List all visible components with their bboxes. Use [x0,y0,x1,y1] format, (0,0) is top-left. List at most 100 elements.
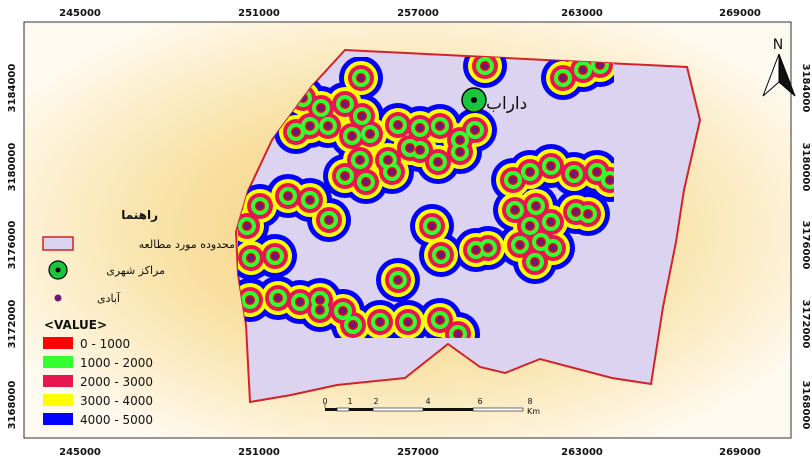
village-point [484,244,492,252]
y-tick-right: 3172000 [800,300,811,349]
village-point [437,251,445,259]
x-axis-bottom: 245000 251000 257000 263000 269000 [59,447,761,458]
north-label: N [773,37,783,53]
legend-class-label: 0 - 1000 [80,337,130,351]
scale-unit: Km [527,407,540,416]
village-point [394,121,402,129]
village-point [247,254,255,262]
legend-item-study-area: محدوده مورد مطالعه [139,238,235,251]
village-point [579,66,587,74]
legend-village-swatch [54,294,62,302]
village-point [339,307,347,315]
village-point [341,100,349,108]
legend-class-swatch [43,337,73,349]
scale-bar: 0 1 2 4 6 8 Km [322,397,540,416]
village-point [274,294,282,302]
scale-label: 6 [477,397,482,406]
village-point [606,176,614,184]
legend-class-swatch [43,356,73,368]
legend-class-label: 1000 - 2000 [80,356,153,370]
village-point [317,104,325,112]
y-axis-right: 3184000 3180000 3176000 3172000 3168000 [800,64,811,430]
village-point [341,172,349,180]
village-point [570,170,578,178]
x-tick-top: 257000 [397,8,439,19]
scale-label: 1 [347,397,352,406]
village-point [324,122,332,130]
village-point [362,178,370,186]
scale-label: 4 [425,397,430,406]
village-point [526,168,534,176]
y-tick-left: 3180000 [7,143,18,192]
village-point [384,156,392,164]
village-point [547,162,555,170]
village-point [366,130,374,138]
village-point [547,218,555,226]
village-point [559,74,567,82]
village-point [376,318,384,326]
village-point [481,62,489,70]
y-tick-right: 3168000 [800,381,811,430]
village-point [406,144,414,152]
legend-class-label: 2000 - 3000 [80,375,153,389]
village-point [271,252,279,260]
urban-center-marker [461,87,487,113]
village-point [471,126,479,134]
legend-item-urban-center: مراکز شهری [106,264,165,277]
village-point [537,238,545,246]
y-axis-left: 3184000 3180000 3176000 3172000 3168000 [7,64,18,430]
village-point [349,321,357,329]
village-point [531,258,539,266]
village-point [436,122,444,130]
city-label: داراب [486,94,527,114]
x-tick-top: 251000 [238,8,280,19]
village-point [472,246,480,254]
village-point [532,202,540,210]
village-point [454,330,462,338]
y-tick-left: 3168000 [7,381,18,430]
village-point [434,158,442,166]
x-axis-top: 245000 251000 257000 263000 269000 [59,8,761,19]
y-tick-left: 3176000 [7,221,18,270]
legend-class-label: 3000 - 4000 [80,394,153,408]
village-point [284,192,292,200]
legend-value-title: <VALUE> [44,318,107,332]
village-point [256,202,264,210]
village-point [358,112,366,120]
x-tick-bottom: 263000 [561,447,603,458]
village-point [456,136,464,144]
legend-item-village: آبادی [97,291,121,305]
legend-class-swatch [43,413,73,425]
village-point [526,222,534,230]
map-neatline [23,21,792,439]
village-point [572,208,580,216]
village-point [516,241,524,249]
x-tick-bottom: 245000 [59,447,101,458]
village-point [306,196,314,204]
x-tick-bottom: 251000 [238,447,280,458]
village-point [416,146,424,154]
legend-title: راهنما [121,208,158,222]
village-point [596,61,604,69]
legend-class-swatch [43,394,73,406]
x-tick-top: 245000 [59,8,101,19]
scale-label: 0 [322,397,327,406]
village-point [509,176,517,184]
y-tick-right: 3184000 [800,64,811,113]
village-point [404,318,412,326]
village-point [428,222,436,230]
village-point [296,298,304,306]
x-tick-top: 263000 [561,8,603,19]
north-arrow: N [762,37,796,97]
village-point [246,296,254,304]
village-point [316,296,324,304]
y-tick-right: 3176000 [800,221,811,270]
x-tick-top: 269000 [719,8,761,19]
scale-label: 8 [527,397,532,406]
village-point [549,244,557,252]
y-tick-left: 3172000 [7,300,18,349]
village-point [243,222,251,230]
village-point [511,206,519,214]
